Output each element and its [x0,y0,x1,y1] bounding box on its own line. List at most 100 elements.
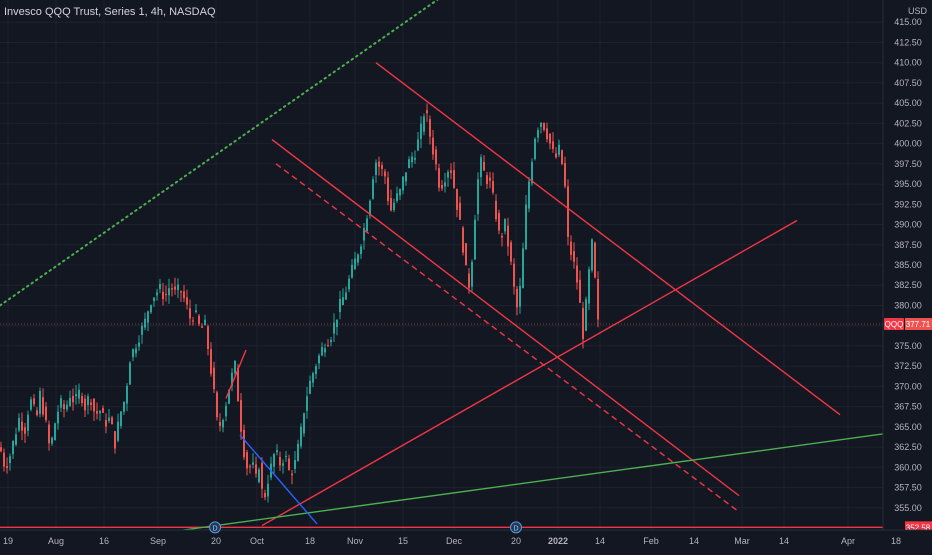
candle-body [45,406,47,421]
time-tick-label: Oct [250,536,265,546]
candle-body [27,414,29,431]
candle-body [435,149,437,165]
dividend-marker[interactable] [510,521,522,534]
time-tick-label: Sep [150,536,166,546]
candle-body [555,153,557,158]
candle-body [351,264,353,278]
candle-body [546,128,548,140]
candle-body [96,410,98,414]
candles [0,103,599,503]
price-axis[interactable]: 355.00 357.50 360.00 362.50 365.00 367.50 370.… [882,0,932,550]
candle-body [177,284,179,291]
time-tick-label: 16 [99,536,109,546]
candle-body [90,402,92,405]
candle-body [375,162,377,175]
candle-body [132,349,134,358]
time-tick-label: Feb [643,536,659,546]
time-tick-label: 20 [211,536,221,546]
candle-body [120,411,122,427]
trendline-blue-short-trend[interactable] [239,434,318,525]
candle-body [111,417,113,425]
candle-body [225,405,227,417]
candle-body [585,299,587,331]
candle-body [21,421,23,431]
candle-body [411,156,413,163]
candle-body [15,434,17,445]
price-tick-label: 407.50 [894,78,922,88]
candle-body [243,429,245,458]
trendline-green-long-trend[interactable] [156,430,906,535]
candle-body [543,123,545,130]
candle-body [198,315,200,325]
candle-body [228,389,230,404]
candle-body [105,420,107,427]
candle-body [360,246,362,255]
candle-body [477,179,479,215]
candle-body [513,263,515,287]
dividend-marker[interactable] [209,521,221,534]
candle-body [222,420,224,428]
trendlines[interactable] [0,0,906,535]
candle-body [294,459,296,469]
trendline-red-rising-support[interactable] [261,219,798,527]
candle-body [201,326,203,328]
candle-body [570,241,572,255]
candle-body [345,292,347,300]
candle-body [480,157,482,178]
trendline-red-short-segment[interactable] [225,349,247,399]
candle-body [399,189,401,196]
candle-body [402,176,404,191]
time-axis-bg [0,530,932,550]
trendline-red-upper-channel[interactable] [375,62,841,416]
candle-body [114,431,116,449]
candle-body [495,200,497,220]
candle-body [312,373,314,383]
price-tick-label: 390.00 [894,220,922,230]
price-tick-label: 380.00 [894,300,922,310]
candle-body [75,394,77,397]
time-tick-label: 14 [779,536,789,546]
candle-body [162,291,164,300]
price-tick-label: 400.00 [894,139,922,149]
candle-body [465,243,467,266]
candle-body [72,395,74,403]
candle-body [591,239,593,271]
candle-body [393,202,395,210]
candle-body [99,411,101,414]
time-axis[interactable]: 19 Aug 16 Sep 20 Oct 18 Nov 15 Dec 20 2022 14 Feb 14 Ma… [0,529,932,550]
price-tick-label: 402.50 [894,118,922,128]
time-tick-label: 14 [595,536,605,546]
trendline-red-dashed-channel[interactable] [275,163,740,513]
candle-body [516,288,518,308]
candle-body [60,398,62,408]
candle-body [417,139,419,151]
candle-body [564,162,566,187]
candle-body [69,397,71,406]
candle-body [450,170,452,173]
candle-body [66,404,68,410]
price-tick-label: 355.00 [894,503,922,513]
candle-body [264,493,266,498]
price-tick-label: 415.00 [894,17,922,27]
trendline-red-middle-channel[interactable] [271,139,740,497]
price-tick-label: 360.00 [894,462,922,472]
candle-body [525,204,527,249]
price-tick-label: 410.00 [894,58,922,68]
price-tick-label: 385.00 [894,260,922,270]
time-tick-label: 19 [3,536,13,546]
candle-body [474,219,476,260]
candle-body [441,185,443,189]
candle-body [396,193,398,201]
trendline-green-dotted-trend[interactable] [0,0,440,307]
candle-body [552,141,554,149]
candle-body [453,170,455,188]
price-tick-label: 370.00 [894,381,922,391]
candle-body [87,396,89,406]
price-tick-label: 382.50 [894,280,922,290]
time-tick-label: 14 [689,536,699,546]
candle-body [492,181,494,193]
candle-body [276,450,278,453]
